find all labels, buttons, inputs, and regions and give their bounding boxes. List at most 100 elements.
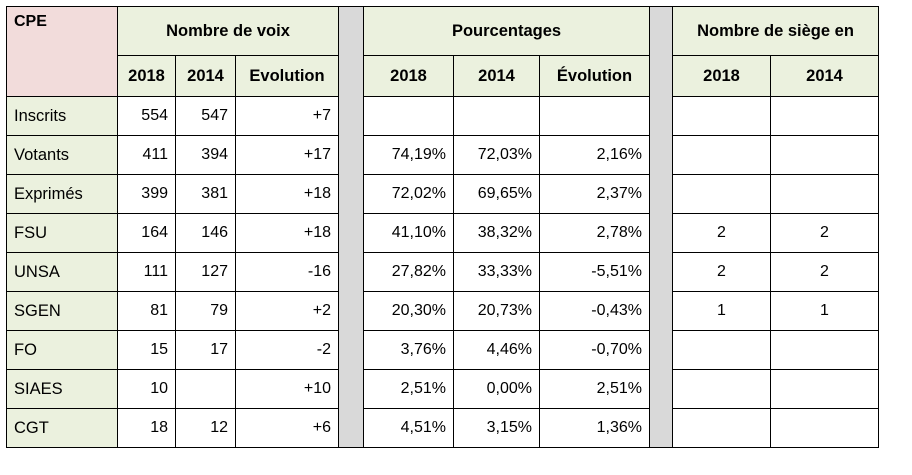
percent-2018-cell: 3,76%: [363, 330, 454, 370]
seats-2014-cell: [770, 408, 879, 448]
votes-2018-cell: 10: [117, 369, 176, 409]
seats-2014-header: 2014: [770, 55, 879, 97]
row-label: CGT: [6, 408, 118, 448]
seats-2014-cell: [770, 369, 879, 409]
percent-evolution-cell: -0,43%: [539, 291, 650, 331]
seats-2014-cell: 1: [770, 291, 879, 331]
table-row: Votants 411 394 +17 74,19% 72,03% 2,16%: [6, 135, 879, 175]
votes-2014-cell: 381: [175, 174, 236, 214]
votes-group-header: Nombre de voix: [117, 6, 339, 56]
votes-2014-cell: 146: [175, 213, 236, 253]
percent-2018-cell: 2,51%: [363, 369, 454, 409]
votes-evolution-cell: -16: [235, 252, 339, 292]
row-label: SGEN: [6, 291, 118, 331]
seats-2018-cell: [672, 408, 771, 448]
row-label: Inscrits: [6, 96, 118, 136]
seats-2018-header: 2018: [672, 55, 771, 97]
seats-2018-cell: [672, 330, 771, 370]
votes-evolution-cell: +18: [235, 213, 339, 253]
votes-2018-cell: 554: [117, 96, 176, 136]
row-label: FSU: [6, 213, 118, 253]
percent-2018-cell: 72,02%: [363, 174, 454, 214]
percent-2018-cell: 4,51%: [363, 408, 454, 448]
table-row: SIAES 10 +10 2,51% 0,00% 2,51%: [6, 369, 879, 409]
votes-2014-cell: 394: [175, 135, 236, 175]
votes-2018-cell: 81: [117, 291, 176, 331]
percent-2014-cell: 20,73%: [453, 291, 540, 331]
votes-2014-cell: 17: [175, 330, 236, 370]
votes-2018-cell: 399: [117, 174, 176, 214]
row-label: SIAES: [6, 369, 118, 409]
seats-2014-cell: [770, 135, 879, 175]
seats-2018-cell: [672, 174, 771, 214]
percent-2014-cell: 33,33%: [453, 252, 540, 292]
votes-evolution-cell: +17: [235, 135, 339, 175]
percent-2014-cell: 38,32%: [453, 213, 540, 253]
votes-2014-cell: [175, 369, 236, 409]
percent-evolution-header: Évolution: [539, 55, 650, 97]
votes-2018-cell: 18: [117, 408, 176, 448]
votes-evolution-cell: -2: [235, 330, 339, 370]
votes-evolution-cell: +18: [235, 174, 339, 214]
percent-2014-cell: 3,15%: [453, 408, 540, 448]
percent-evolution-cell: 1,36%: [539, 408, 650, 448]
table-row: Exprimés 399 381 +18 72,02% 69,65% 2,37%: [6, 174, 879, 214]
percent-group-header: Pourcentages: [363, 6, 650, 56]
seats-2018-cell: 2: [672, 252, 771, 292]
column-separator: [649, 6, 673, 448]
percent-2018-header: 2018: [363, 55, 454, 97]
percent-2014-cell: [453, 96, 540, 136]
votes-2018-header: 2018: [117, 55, 176, 97]
election-results-table: CPE Nombre de voix Pourcentages Nombre d…: [6, 6, 879, 448]
percent-evolution-cell: 2,51%: [539, 369, 650, 409]
row-label: Votants: [6, 135, 118, 175]
votes-2014-cell: 79: [175, 291, 236, 331]
percent-2018-cell: 27,82%: [363, 252, 454, 292]
table-row: SGEN 81 79 +2 20,30% 20,73% -0,43% 1 1: [6, 291, 879, 331]
percent-2014-cell: 4,46%: [453, 330, 540, 370]
seats-2018-cell: 2: [672, 213, 771, 253]
votes-2018-cell: 15: [117, 330, 176, 370]
votes-evolution-header: Evolution: [235, 55, 339, 97]
votes-2014-header: 2014: [175, 55, 236, 97]
percent-2014-header: 2014: [453, 55, 540, 97]
table-row: UNSA 111 127 -16 27,82% 33,33% -5,51% 2 2: [6, 252, 879, 292]
table-title: CPE: [6, 6, 118, 97]
percent-evolution-cell: 2,16%: [539, 135, 650, 175]
column-separator: [338, 6, 364, 448]
votes-2014-cell: 12: [175, 408, 236, 448]
percent-evolution-cell: 2,78%: [539, 213, 650, 253]
percent-2018-cell: [363, 96, 454, 136]
votes-evolution-cell: +2: [235, 291, 339, 331]
seats-2014-cell: 2: [770, 252, 879, 292]
votes-2018-cell: 111: [117, 252, 176, 292]
votes-2018-cell: 164: [117, 213, 176, 253]
seats-2018-cell: [672, 369, 771, 409]
votes-evolution-cell: +6: [235, 408, 339, 448]
seats-2014-cell: 2: [770, 213, 879, 253]
votes-2018-cell: 411: [117, 135, 176, 175]
table-row: CGT 18 12 +6 4,51% 3,15% 1,36%: [6, 408, 879, 448]
row-label: UNSA: [6, 252, 118, 292]
table-row: Inscrits 554 547 +7: [6, 96, 879, 136]
seats-2018-cell: 1: [672, 291, 771, 331]
seats-2018-cell: [672, 135, 771, 175]
percent-evolution-cell: 2,37%: [539, 174, 650, 214]
percent-2014-cell: 72,03%: [453, 135, 540, 175]
seats-2018-cell: [672, 96, 771, 136]
votes-evolution-cell: +7: [235, 96, 339, 136]
percent-evolution-cell: -5,51%: [539, 252, 650, 292]
seats-2014-cell: [770, 330, 879, 370]
percent-2018-cell: 74,19%: [363, 135, 454, 175]
table-row: FSU 164 146 +18 41,10% 38,32% 2,78% 2 2: [6, 213, 879, 253]
percent-evolution-cell: [539, 96, 650, 136]
seats-2014-cell: [770, 174, 879, 214]
row-label: Exprimés: [6, 174, 118, 214]
percent-2014-cell: 0,00%: [453, 369, 540, 409]
percent-2014-cell: 69,65%: [453, 174, 540, 214]
votes-2014-cell: 127: [175, 252, 236, 292]
percent-2018-cell: 20,30%: [363, 291, 454, 331]
seats-group-header: Nombre de siège en: [672, 6, 879, 56]
row-label: FO: [6, 330, 118, 370]
votes-2014-cell: 547: [175, 96, 236, 136]
